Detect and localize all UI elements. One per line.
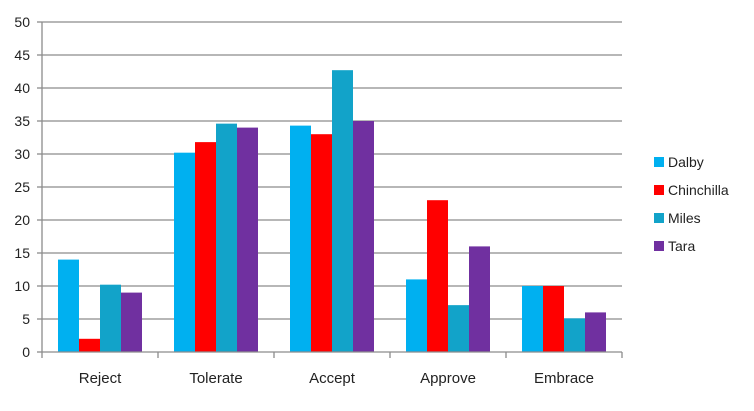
axes [41,22,623,358]
bar-reject-chinchilla [79,338,100,352]
bar-accept-chinchilla [311,134,332,352]
bar-accept-dalby [290,125,311,353]
bar-embrace-miles [564,318,585,352]
bar-accept-miles [332,70,353,353]
y-tick-label: 20 [14,212,30,228]
y-tick-label: 0 [22,344,30,360]
x-category-label: Embrace [534,370,594,387]
bar-embrace-chinchilla [543,286,564,352]
bar-tolerate-dalby [174,152,195,352]
bar-reject-tara [121,292,142,352]
y-tick-label: 35 [14,113,30,129]
x-category-label: Approve [420,370,476,387]
x-category-label: Accept [309,370,356,387]
legend-swatch-miles [654,213,664,223]
bar-tolerate-tara [237,127,258,352]
x-category-label: Reject [79,370,122,387]
legend: Dalby Chinchilla Miles Tara [654,154,729,254]
bar-tolerate-miles [216,123,237,352]
legend-label-chinchilla: Chinchilla [668,182,729,198]
bar-accept-tara [353,121,374,352]
bar-approve-miles [448,305,469,352]
x-axis-categories: Reject Tolerate Accept Approve Embrace [79,370,594,387]
bar-approve-tara [469,246,490,352]
legend-swatch-chinchilla [654,185,664,195]
bar-embrace-dalby [522,286,543,352]
legend-swatch-dalby [654,157,664,167]
y-tick-label: 15 [14,245,30,261]
bar-approve-dalby [406,279,427,352]
bars [58,70,606,353]
bar-tolerate-chinchilla [195,142,216,352]
y-tick-label: 5 [22,311,30,327]
legend-label-dalby: Dalby [668,154,704,170]
legend-swatch-tara [654,241,664,251]
bar-reject-dalby [58,259,79,352]
y-tick-label: 45 [14,47,30,63]
y-tick-label: 10 [14,278,30,294]
y-tick-label: 50 [14,14,30,30]
legend-label-tara: Tara [668,238,695,254]
y-tick-label: 30 [14,146,30,162]
bar-reject-miles [100,284,121,352]
y-tick-label: 25 [14,179,30,195]
y-tick-label: 40 [14,80,30,96]
x-category-label: Tolerate [189,370,242,387]
bar-embrace-tara [585,312,606,352]
legend-label-miles: Miles [668,210,701,226]
bar-approve-chinchilla [427,200,448,352]
y-axis-ticks: 0 5 10 15 20 25 30 35 40 45 50 [14,14,42,360]
